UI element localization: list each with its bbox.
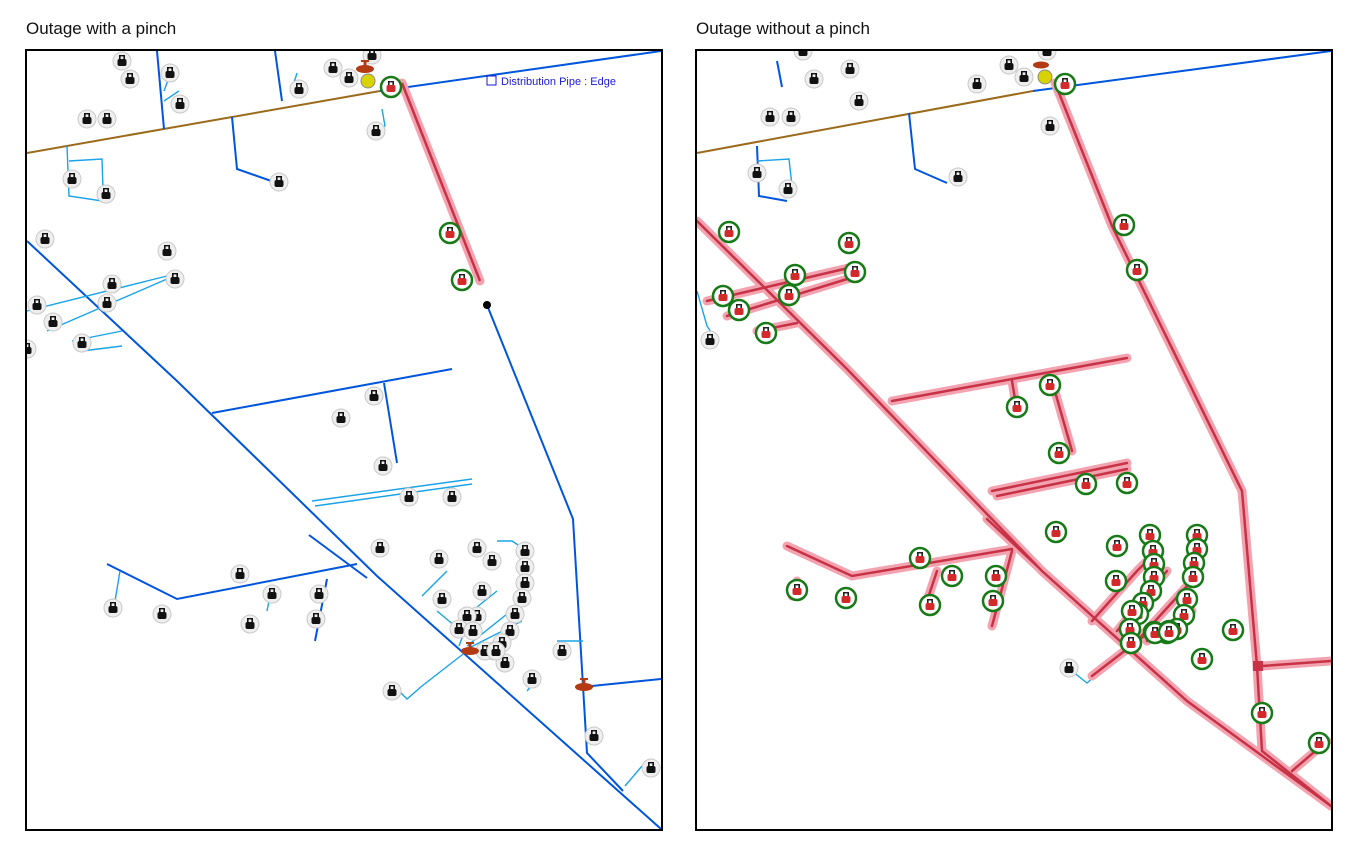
service-meters [700,51,1079,678]
panel-title-with-pinch: Outage with a pinch [26,19,177,38]
panel-title-without-pinch: Outage without a pinch [696,19,870,38]
map-canvas-right [697,51,1331,811]
service-meters [27,51,661,778]
valves [356,60,593,691]
affected-meters [711,72,1331,755]
service-lines [27,68,643,787]
pinch-point[interactable] [483,301,491,309]
main-pipes [27,51,661,829]
valves [1033,61,1263,671]
map-outage-with-pinch[interactable]: Distribution Pipe : Edge [25,49,663,831]
affected-meters [379,75,474,292]
map-canvas-left: Distribution Pipe : Edge [27,51,661,829]
map-outage-without-pinch[interactable] [695,49,1333,831]
edge-label: Distribution Pipe : Edge [501,76,616,88]
main-pipes [756,51,1331,202]
